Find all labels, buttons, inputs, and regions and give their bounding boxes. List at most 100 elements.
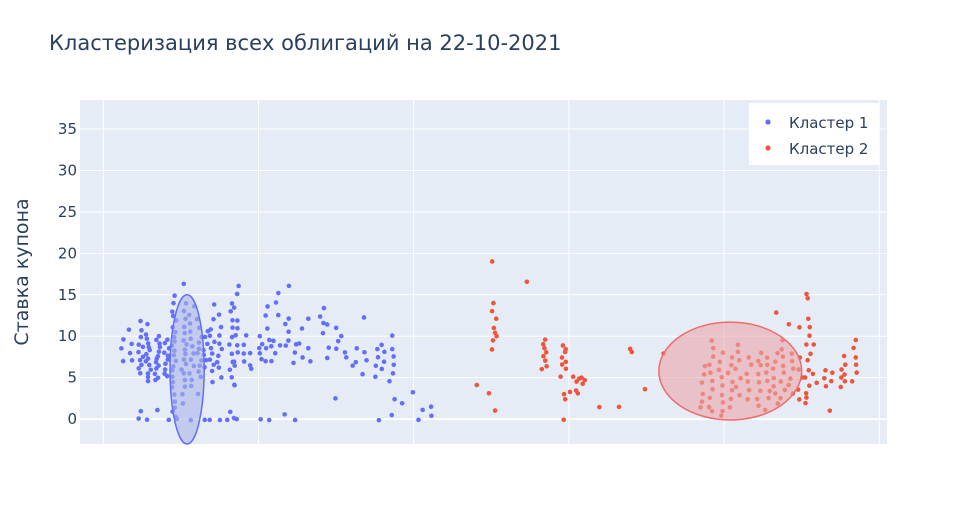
y-tick-label: 25 bbox=[58, 203, 77, 221]
point-cluster2 bbox=[804, 395, 809, 400]
point-cluster2 bbox=[842, 362, 848, 368]
point-cluster1 bbox=[320, 330, 326, 336]
point-cluster2 bbox=[805, 357, 810, 363]
point-cluster1 bbox=[229, 351, 235, 357]
point-cluster1 bbox=[283, 321, 288, 327]
point-cluster2 bbox=[474, 382, 480, 388]
point-cluster1 bbox=[229, 375, 235, 380]
point-cluster1 bbox=[148, 367, 154, 373]
point-cluster1 bbox=[375, 346, 380, 352]
point-cluster2 bbox=[493, 316, 499, 322]
point-cluster2 bbox=[580, 381, 586, 387]
legend-box bbox=[749, 103, 879, 165]
point-cluster1 bbox=[218, 324, 224, 330]
y-tick-label: 35 bbox=[58, 120, 77, 138]
point-cluster1 bbox=[162, 340, 168, 346]
point-cluster2 bbox=[803, 400, 808, 406]
point-cluster1 bbox=[232, 363, 237, 368]
point-cluster1 bbox=[209, 351, 215, 356]
point-cluster1 bbox=[292, 417, 298, 423]
point-cluster1 bbox=[203, 357, 209, 363]
point-cluster2 bbox=[849, 379, 855, 384]
point-cluster1 bbox=[259, 341, 265, 347]
point-cluster1 bbox=[129, 341, 134, 347]
point-cluster1 bbox=[258, 416, 263, 422]
point-cluster2 bbox=[773, 310, 779, 315]
point-cluster1 bbox=[333, 346, 339, 352]
point-cluster2 bbox=[540, 341, 546, 347]
point-cluster1 bbox=[387, 378, 392, 384]
point-cluster1 bbox=[227, 367, 233, 373]
point-cluster1 bbox=[234, 416, 240, 422]
point-cluster2 bbox=[579, 375, 584, 380]
point-cluster1 bbox=[163, 361, 168, 367]
point-cluster1 bbox=[164, 373, 170, 379]
point-cluster1 bbox=[217, 333, 222, 338]
point-cluster1 bbox=[286, 338, 291, 343]
point-cluster1 bbox=[209, 368, 215, 374]
point-cluster1 bbox=[299, 326, 305, 331]
point-cluster1 bbox=[231, 359, 237, 364]
point-cluster1 bbox=[391, 362, 397, 368]
point-cluster2 bbox=[542, 337, 548, 342]
point-cluster1 bbox=[235, 318, 240, 323]
point-cluster1 bbox=[165, 353, 171, 359]
point-cluster2 bbox=[616, 404, 622, 410]
point-cluster2 bbox=[842, 372, 847, 377]
point-cluster1 bbox=[286, 329, 291, 335]
y-tick-label: 30 bbox=[58, 161, 77, 179]
point-cluster2 bbox=[839, 375, 844, 380]
point-cluster2 bbox=[827, 408, 833, 413]
point-cluster2 bbox=[642, 386, 648, 392]
point-cluster1 bbox=[390, 371, 396, 376]
y-axis-ticks: 0 5 10 15 20 25 30 35 bbox=[58, 120, 77, 428]
point-cluster1 bbox=[389, 333, 395, 338]
point-cluster2 bbox=[839, 367, 844, 372]
cluster-regions bbox=[169, 294, 803, 445]
point-cluster2 bbox=[804, 342, 809, 347]
point-cluster1 bbox=[129, 358, 135, 363]
point-cluster1 bbox=[172, 293, 177, 299]
point-cluster1 bbox=[266, 417, 272, 423]
point-cluster1 bbox=[326, 345, 332, 350]
point-cluster1 bbox=[126, 327, 132, 332]
point-cluster1 bbox=[208, 345, 214, 351]
y-axis-title: Ставка купона bbox=[11, 198, 33, 345]
point-cluster2 bbox=[560, 343, 566, 348]
point-cluster2 bbox=[558, 374, 563, 379]
point-cluster2 bbox=[841, 353, 847, 359]
point-cluster2 bbox=[491, 300, 496, 306]
point-cluster1 bbox=[283, 343, 289, 348]
point-cluster2 bbox=[559, 355, 565, 360]
point-cluster1 bbox=[138, 334, 144, 340]
point-cluster2 bbox=[489, 347, 495, 352]
point-cluster1 bbox=[362, 349, 367, 355]
point-cluster1 bbox=[389, 412, 395, 418]
point-cluster1 bbox=[305, 345, 311, 351]
point-cluster2 bbox=[559, 362, 565, 367]
point-cluster1 bbox=[376, 417, 382, 423]
point-cluster1 bbox=[257, 333, 263, 339]
point-cluster2 bbox=[544, 363, 549, 369]
point-cluster1 bbox=[127, 350, 133, 356]
point-cluster1 bbox=[139, 362, 144, 368]
point-cluster1 bbox=[241, 359, 247, 364]
point-cluster2 bbox=[574, 379, 579, 384]
point-cluster1 bbox=[382, 349, 387, 355]
point-cluster2 bbox=[805, 316, 811, 322]
point-cluster1 bbox=[342, 350, 348, 355]
point-cluster2 bbox=[814, 380, 819, 386]
point-cluster2 bbox=[802, 375, 808, 380]
point-cluster1 bbox=[292, 350, 298, 355]
point-cluster1 bbox=[291, 360, 296, 366]
point-cluster1 bbox=[353, 359, 359, 365]
point-cluster1 bbox=[277, 343, 283, 348]
point-cluster1 bbox=[143, 332, 149, 337]
point-cluster2 bbox=[561, 417, 566, 423]
point-cluster1 bbox=[152, 371, 158, 377]
point-cluster1 bbox=[153, 377, 158, 383]
point-cluster2 bbox=[563, 359, 569, 365]
y-tick-label: 20 bbox=[58, 244, 77, 262]
point-cluster1 bbox=[296, 341, 302, 346]
point-cluster2 bbox=[829, 378, 834, 384]
